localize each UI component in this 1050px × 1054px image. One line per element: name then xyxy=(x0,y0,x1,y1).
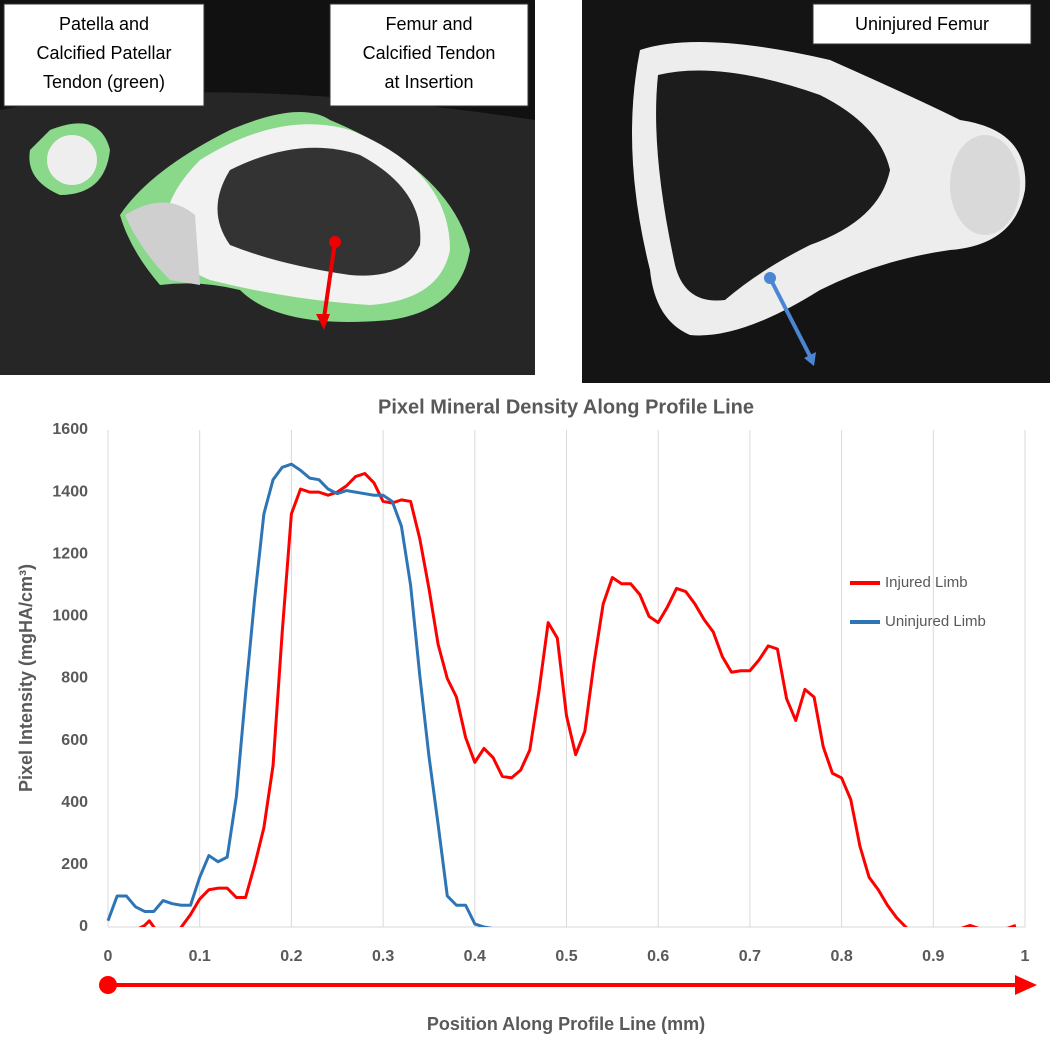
panel-label: Calcified Patellar xyxy=(36,43,171,63)
panel-label-box xyxy=(329,3,529,107)
y-tick-label: 400 xyxy=(61,794,88,811)
x-tick-label: 0.1 xyxy=(189,948,211,965)
series-line xyxy=(138,471,1017,927)
y-tick-label: 200 xyxy=(61,856,88,873)
x-tick-label: 0.8 xyxy=(830,948,852,965)
y-tick-label: 0 xyxy=(79,918,88,935)
profile-arrow xyxy=(99,975,1037,995)
panel-label: Calcified Tendon xyxy=(363,43,496,63)
y-tick-label: 1400 xyxy=(52,483,88,500)
panel-label-box xyxy=(812,3,1032,45)
y-tick-label: 600 xyxy=(61,732,88,749)
x-tick-label: 0.2 xyxy=(280,948,302,965)
y-tick-label: 1000 xyxy=(52,608,88,625)
series-line xyxy=(106,462,493,927)
legend-label: Injured Limb xyxy=(885,574,968,591)
ct-image-uninjured xyxy=(582,0,1050,383)
x-tick-label: 0 xyxy=(104,948,113,965)
chart-title: Pixel Mineral Density Along Profile Line xyxy=(378,396,754,418)
panel-label: Patella and xyxy=(59,14,149,34)
panel-label-box xyxy=(3,3,205,107)
y-axis-label: Pixel Intensity (mgHA/cm³) xyxy=(16,564,36,792)
panel-label: Tendon (green) xyxy=(43,72,165,92)
x-axis-label: Position Along Profile Line (mm) xyxy=(427,1014,705,1034)
y-tick-label: 1600 xyxy=(52,421,88,438)
y-tick-label: 1200 xyxy=(52,545,88,562)
panel-label: Femur and xyxy=(385,14,472,34)
x-tick-label: 1 xyxy=(1021,948,1030,965)
x-tick-label: 0.9 xyxy=(922,948,944,965)
x-tick-label: 0.7 xyxy=(739,948,761,965)
panel-label: at Insertion xyxy=(384,72,473,92)
x-tick-label: 0.3 xyxy=(372,948,394,965)
legend-label: Uninjured Limb xyxy=(885,613,986,630)
panel-label: Uninjured Femur xyxy=(855,14,989,34)
x-tick-label: 0.4 xyxy=(464,948,486,965)
x-tick-label: 0.5 xyxy=(555,948,577,965)
y-tick-label: 800 xyxy=(61,670,88,687)
x-tick-label: 0.6 xyxy=(647,948,669,965)
